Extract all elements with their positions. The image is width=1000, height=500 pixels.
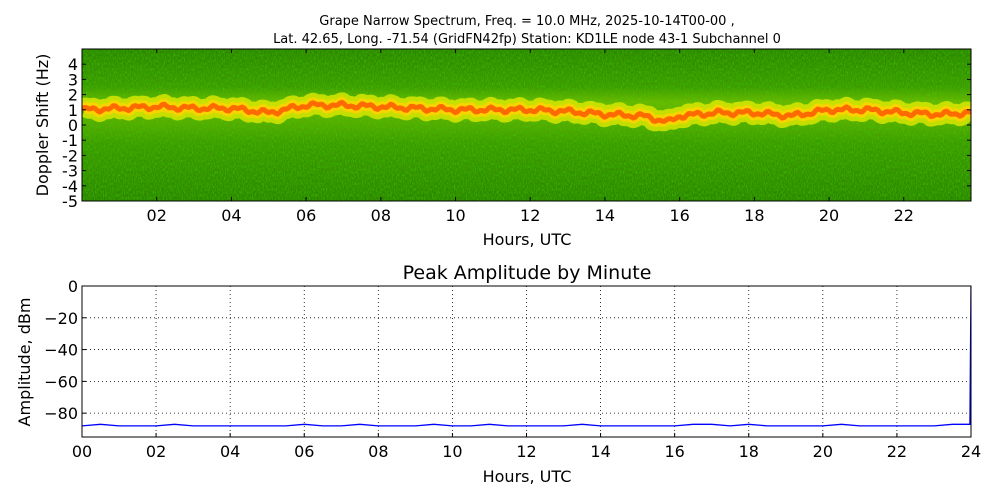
amplitude-x-tick-label: 02	[146, 442, 166, 461]
amplitude-ylabel: Amplitude, dBm	[15, 298, 34, 427]
spectrogram-ylabel: Doppler Shift (Hz)	[33, 54, 52, 197]
amplitude-x-tick-label: 10	[442, 442, 462, 461]
amplitude-x-tick-label: 24	[961, 442, 981, 461]
spectrogram-y-tick-label: -4	[62, 177, 78, 196]
spectrogram-y-tick-label: 2	[68, 86, 78, 105]
amplitude-y-tick-label: −40	[44, 341, 78, 360]
amplitude-series-line	[82, 286, 971, 427]
spectrogram-x-tick-label: 14	[595, 206, 615, 225]
spectrogram-y-tick-label: 1	[68, 101, 78, 120]
amplitude-y-tick-label: 0	[68, 277, 78, 296]
spectrogram-y-tick-label: -5	[62, 192, 78, 211]
spectrogram-x-tick-label: 20	[819, 206, 839, 225]
amplitude-x-tick-label: 22	[887, 442, 907, 461]
amplitude-grid	[81, 285, 972, 437]
spectrogram-x-tick-label: 08	[371, 206, 391, 225]
amplitude-x-tick-label: 06	[294, 442, 314, 461]
amplitude-x-tick-label: 04	[220, 442, 240, 461]
spectrogram-y-tick-label: 0	[68, 116, 78, 135]
amplitude-x-tick-label: 12	[516, 442, 536, 461]
spectrogram-x-tick-label: 16	[669, 206, 689, 225]
spectrogram-x-tick-label: 02	[147, 206, 167, 225]
spectrogram-y-tick-label: -2	[62, 146, 78, 165]
spectrogram-x-tick-label: 04	[221, 206, 241, 225]
spectrogram-noise	[82, 49, 971, 201]
amplitude-x-tick-label: 18	[739, 442, 759, 461]
amplitude-y-tick-label: −60	[44, 372, 78, 391]
amplitude-y-tick-label: −80	[44, 404, 78, 423]
amplitude-x-tick-label: 20	[813, 442, 833, 461]
spectrogram-x-tick-label: 18	[744, 206, 764, 225]
spectrogram-x-tick-label: 22	[894, 206, 914, 225]
spectrogram-y-tick-label: -1	[62, 131, 78, 150]
amplitude-x-tick-label: 00	[72, 442, 92, 461]
spectrogram-x-tick-label: 06	[296, 206, 316, 225]
spectrogram-x-tick-label: 10	[445, 206, 465, 225]
amplitude-ticks: 00 02 04 06 08 10 12 14 16 18 20 22 24 0 −20 −40 −60 −80	[44, 277, 981, 461]
spectrogram-x-tick-label: 12	[520, 206, 540, 225]
figure-title-line2: Lat. 42.65, Long. -71.54 (GridFN42fp) St…	[273, 32, 781, 47]
doppler-trace-core	[82, 99, 971, 124]
amplitude-panel: Peak Amplitude by Minute 00 02 04 06 08 10 12 1…	[15, 262, 981, 486]
amplitude-title: Peak Amplitude by Minute	[403, 262, 652, 284]
spectrogram-y-tick-label: -3	[62, 162, 78, 181]
spectrogram-xlabel: Hours, UTC	[483, 230, 572, 249]
figure-title-line1: Grape Narrow Spectrum, Freq. = 10.0 MHz,…	[319, 14, 734, 29]
amplitude-x-tick-label: 14	[590, 442, 610, 461]
spectrogram-y-tick-label: 4	[68, 55, 78, 74]
amplitude-x-tick-label: 16	[664, 442, 684, 461]
spectrogram-y-tick-label: 3	[68, 70, 78, 89]
amplitude-xlabel: Hours, UTC	[483, 467, 572, 486]
amplitude-x-tick-label: 08	[368, 442, 388, 461]
amplitude-y-tick-label: −20	[44, 309, 78, 328]
